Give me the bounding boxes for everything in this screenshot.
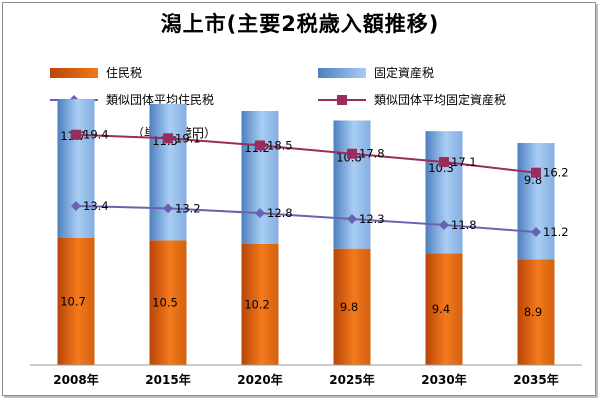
bar-resident-tax: [333, 248, 371, 365]
x-tick-label: 2025年: [329, 372, 374, 387]
similar-property-marker: [439, 157, 449, 168]
x-tick-label: 2035年: [513, 372, 558, 387]
similar-resident-marker: [347, 214, 357, 225]
bar-resident-tax: [517, 259, 555, 365]
x-tick-label: 2015年: [145, 372, 190, 387]
data-label-resident-tax: 9.8: [340, 300, 358, 314]
legend-label-property-tax: 固定資産税: [374, 66, 435, 80]
data-label-resident-tax: 10.7: [60, 294, 86, 308]
data-label-resident-tax: 8.9: [524, 305, 542, 319]
data-label-resident-tax: 10.5: [152, 296, 178, 310]
similar-resident-data-label: 11.2: [543, 225, 569, 239]
legend-similar-property: 類似団体平均固定資産税: [318, 91, 506, 108]
similar-property-marker: [71, 129, 81, 140]
bar-resident-tax: [241, 243, 279, 365]
legend-resident-tax: 住民税: [50, 64, 142, 81]
similar-resident-data-label: 13.4: [83, 199, 109, 213]
similar-property-data-label: 17.8: [359, 147, 385, 161]
bar-property-tax: [57, 99, 95, 238]
similar-property-marker: [255, 140, 265, 151]
similar-resident-marker: [255, 208, 265, 219]
legend-label-similar-resident: 類似団体平均住民税: [106, 93, 215, 107]
similar-resident-marker: [439, 219, 449, 230]
similar-property-data-label: 18.5: [267, 138, 293, 152]
similar-resident-marker: [163, 203, 173, 214]
similar-property-marker: [347, 148, 357, 159]
similar-resident-data-label: 12.8: [267, 206, 293, 220]
x-tick-label: 2030年: [421, 372, 466, 387]
x-tick-label: 2020年: [237, 372, 282, 387]
legend-label-similar-property: 類似団体平均固定資産税: [374, 93, 507, 107]
bar-property-tax: [425, 131, 463, 254]
similar-resident-data-label: 13.2: [175, 201, 201, 215]
similar-resident-marker: [531, 227, 541, 238]
bar-property-tax: [333, 120, 371, 249]
similar-property-marker: [163, 133, 173, 144]
bar-resident-tax: [425, 253, 463, 365]
x-tick-label: 2008年: [53, 372, 98, 387]
bar-property-tax: [241, 110, 279, 244]
data-label-resident-tax: 10.2: [244, 297, 270, 311]
legend-swatch-property-tax: [318, 67, 366, 78]
data-label-resident-tax: 9.4: [432, 302, 450, 316]
similar-resident-data-label: 11.8: [451, 218, 477, 232]
legend-swatch-resident-tax: [50, 67, 98, 78]
similar-resident-marker: [71, 200, 81, 211]
bar-property-tax: [149, 103, 187, 241]
bar-resident-tax: [57, 237, 95, 365]
similar-property-data-label: 17.1: [451, 155, 477, 169]
similar-property-line: [75, 133, 537, 174]
bar-resident-tax: [149, 240, 187, 365]
similar-property-data-label: 19.1: [175, 131, 201, 145]
similar-property-data-label: 19.4: [83, 128, 109, 142]
chart-frame: [2, 2, 596, 396]
chart-title: 潟上市(主要2税歳入額推移): [160, 12, 440, 36]
legend-marker-similar-property: [318, 94, 366, 105]
similar-resident-data-label: 12.3: [359, 212, 385, 226]
legend-property-tax: 固定資産税: [318, 64, 434, 81]
similar-resident-line: [75, 204, 537, 234]
similar-property-data-label: 16.2: [543, 166, 569, 180]
similar-property-marker: [531, 167, 541, 178]
legend-label-resident-tax: 住民税: [106, 66, 143, 80]
bar-property-tax: [517, 143, 555, 260]
